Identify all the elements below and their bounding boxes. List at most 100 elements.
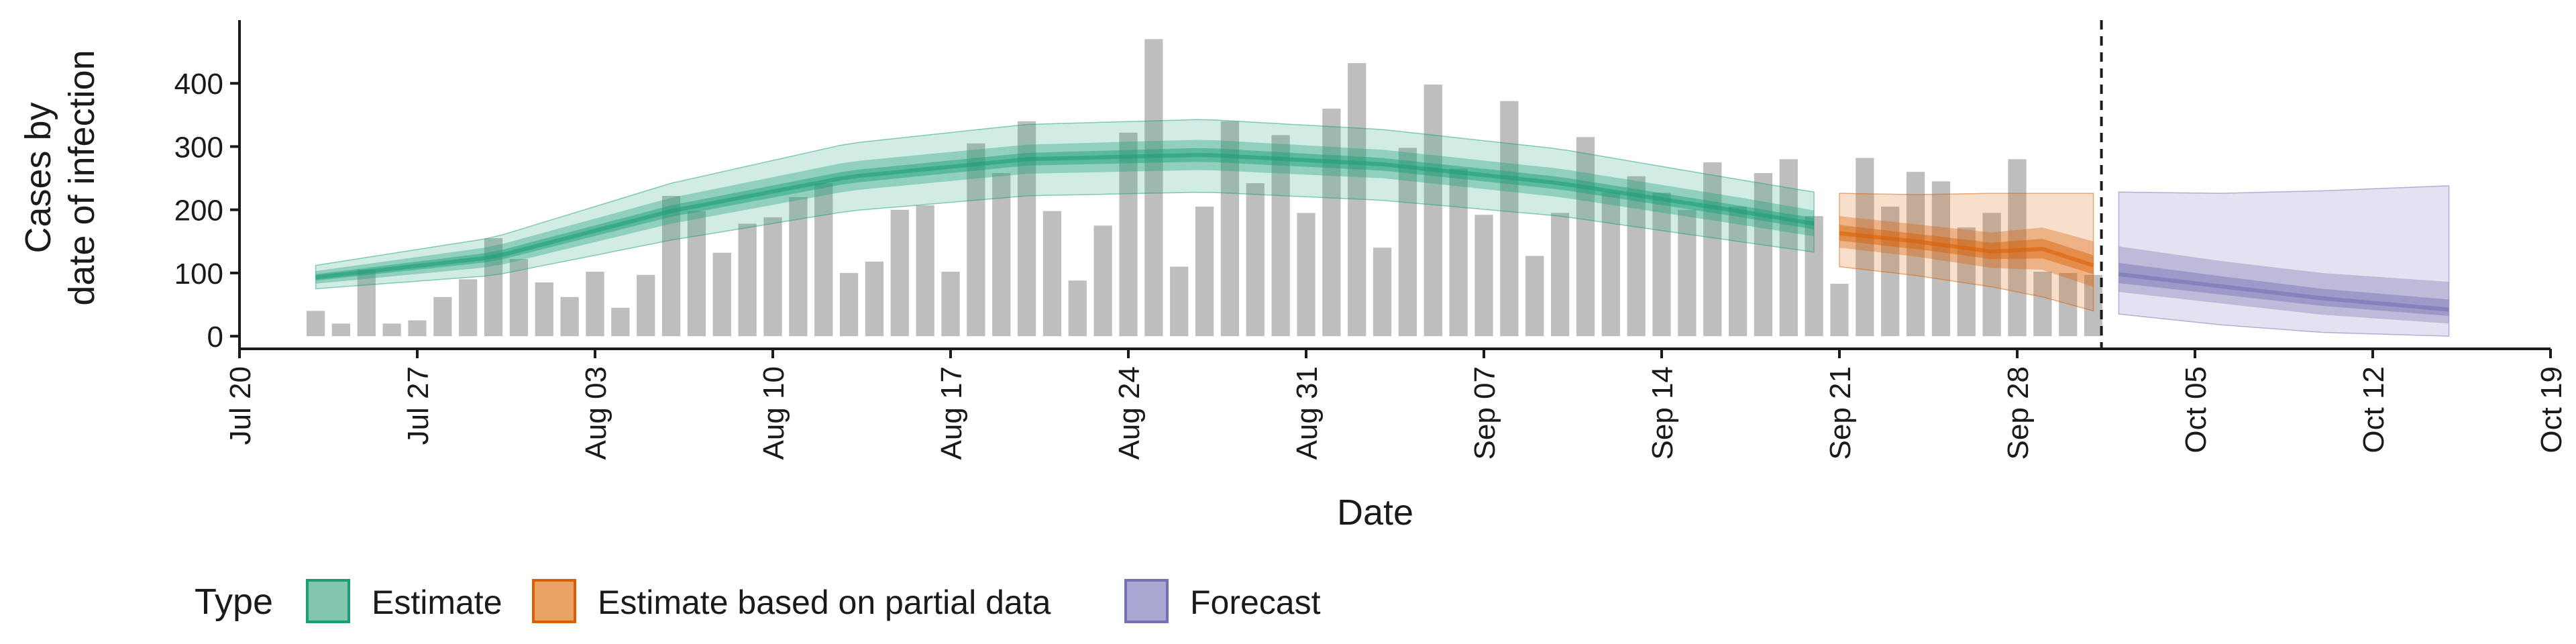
- x-tick-label: Oct 19: [2535, 366, 2568, 453]
- forecast-outer-band: [2118, 185, 2450, 337]
- case-bar: [1093, 225, 1112, 337]
- case-bar: [1246, 183, 1265, 337]
- case-bar: [1856, 158, 1874, 337]
- y-tick-label: 300: [174, 131, 223, 164]
- case-bar: [712, 252, 731, 337]
- case-bar: [2059, 272, 2078, 337]
- y-axis-label-line-2: date of infection: [62, 50, 102, 305]
- case-bar: [382, 323, 401, 337]
- partial-median-line: [1839, 231, 2094, 268]
- partial-outer-band: [1839, 193, 2094, 312]
- x-tick-label: Sep 21: [1824, 366, 1857, 460]
- case-bar: [967, 143, 985, 337]
- x-axis-ticks: Jul 20 Jul 27 Aug 03 Aug 10 Aug 17 Aug 24 Aug …: [224, 349, 2568, 460]
- case-bar: [535, 282, 553, 337]
- case-bar: [1119, 132, 1138, 337]
- case-bar: [306, 311, 325, 337]
- case-bar: [1398, 148, 1417, 337]
- forecast-series: [2118, 185, 2450, 337]
- case-bar: [459, 279, 478, 337]
- legend-label-2: Forecast: [1190, 584, 1321, 621]
- case-bar: [738, 223, 757, 337]
- case-bar: [1271, 135, 1290, 337]
- observed-cases-bars: [306, 39, 2103, 337]
- x-tick-label: Sep 14: [1646, 366, 1679, 460]
- case-bar: [1373, 248, 1392, 337]
- legend-label-1: Estimate based on partial data: [598, 584, 1051, 621]
- case-bar: [661, 195, 681, 337]
- case-bar: [408, 320, 427, 337]
- case-bar: [1982, 213, 2001, 337]
- case-bar: [560, 297, 579, 337]
- case-bar: [1474, 215, 1493, 337]
- case-bar: [2033, 272, 2052, 337]
- case-bar: [941, 272, 960, 337]
- case-bar: [1170, 266, 1189, 337]
- partial-mid-band: [1839, 216, 2094, 287]
- y-tick-label: 0: [207, 321, 223, 354]
- x-tick-label: Aug 03: [580, 366, 612, 460]
- case-bar: [1500, 101, 1519, 337]
- estimate-outer-band: [315, 119, 1815, 290]
- case-bar: [687, 211, 706, 337]
- case-bar: [1449, 168, 1468, 337]
- legend-title: Type: [195, 582, 273, 622]
- case-bar: [1754, 173, 1773, 337]
- case-bar: [1144, 39, 1163, 337]
- case-bar: [1068, 280, 1087, 337]
- estimate-median-line: [315, 152, 1815, 280]
- x-tick-label: Aug 10: [757, 366, 790, 460]
- legend-key-2: [1124, 579, 1169, 623]
- legend-label-0: Estimate: [372, 584, 502, 621]
- case-bar: [1297, 213, 1316, 337]
- case-bar: [865, 261, 884, 337]
- estimate-mid-band: [315, 140, 1815, 284]
- legend-key-0: [306, 579, 350, 623]
- case-bar: [839, 272, 859, 337]
- case-bar: [1931, 181, 1951, 337]
- x-axis-label: Date: [1337, 492, 1413, 533]
- x-tick-label: Oct 05: [2180, 366, 2212, 453]
- y-axis-label-line-1: Cases by: [18, 102, 58, 253]
- case-bar: [433, 297, 452, 337]
- case-bar: [611, 307, 630, 337]
- partial-series: [1839, 193, 2094, 312]
- case-bar: [916, 205, 934, 337]
- case-bar: [586, 272, 604, 337]
- case-bar: [1652, 193, 1671, 337]
- x-tick-label: Aug 17: [935, 366, 968, 460]
- y-tick-label: 200: [174, 195, 223, 227]
- x-tick-label: Aug 31: [1291, 366, 1324, 460]
- case-bar: [1424, 85, 1442, 337]
- case-bar: [1678, 209, 1697, 337]
- case-bar: [637, 274, 655, 337]
- case-bar: [2008, 159, 2027, 337]
- case-bar: [890, 209, 909, 337]
- case-bar: [1627, 176, 1646, 337]
- case-bar: [1830, 283, 1849, 337]
- forecast-median-line: [2118, 272, 2449, 312]
- case-bar: [357, 270, 376, 337]
- y-tick-label: 400: [174, 68, 223, 101]
- x-tick-label: Oct 12: [2357, 366, 2390, 453]
- case-bar: [1576, 137, 1595, 337]
- case-bar: [763, 217, 782, 337]
- y-tick-label: 100: [174, 258, 223, 290]
- case-bar: [1906, 172, 1925, 337]
- case-bar: [1703, 162, 1722, 337]
- legend: Type Estimate Estimate based on partial d…: [195, 579, 1321, 623]
- case-bar: [1322, 108, 1341, 337]
- case-bar: [1195, 206, 1214, 337]
- case-bar: [1601, 192, 1620, 337]
- case-bar: [331, 323, 351, 337]
- estimate-ribbons: [315, 119, 2450, 337]
- case-bar: [1042, 211, 1062, 337]
- case-bar: [1525, 256, 1544, 337]
- x-tick-label: Aug 24: [1113, 366, 1146, 460]
- y-axis-ticks: 0 100 200 300 400: [174, 68, 239, 354]
- x-tick-label: Sep 28: [2002, 366, 2035, 460]
- axes: [238, 20, 2551, 350]
- case-bar: [1728, 206, 1748, 337]
- x-tick-label: Jul 27: [402, 366, 435, 445]
